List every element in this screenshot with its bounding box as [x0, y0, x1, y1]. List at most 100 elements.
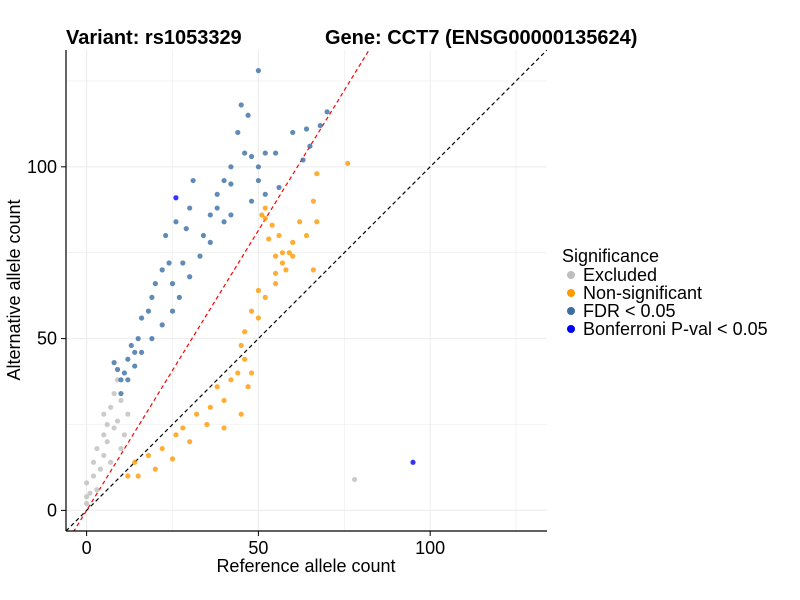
- point-non-significant: [187, 439, 193, 445]
- point-non-significant: [245, 384, 251, 390]
- point-bonferroni-p-val-0-05: [173, 195, 179, 201]
- point-fdr-0-05: [242, 150, 248, 156]
- point-fdr-0-05: [200, 232, 207, 239]
- x-tick-label: 100: [415, 538, 445, 558]
- point-fdr-0-05: [166, 260, 172, 266]
- point-excluded: [90, 473, 97, 479]
- point-fdr-0-05: [145, 308, 152, 314]
- point-fdr-0-05: [138, 349, 145, 355]
- point-non-significant: [276, 232, 282, 239]
- point-non-significant: [173, 432, 179, 438]
- data-points: [84, 68, 416, 507]
- point-excluded: [108, 404, 114, 410]
- point-fdr-0-05: [118, 377, 124, 383]
- point-non-significant: [238, 342, 244, 349]
- point-fdr-0-05: [149, 294, 155, 300]
- point-excluded: [104, 421, 110, 428]
- point-fdr-0-05: [248, 153, 255, 160]
- point-non-significant: [235, 370, 241, 376]
- point-non-significant: [259, 212, 265, 218]
- identity-line: [66, 50, 547, 531]
- legend-title: Significance: [562, 246, 659, 266]
- point-non-significant: [221, 397, 227, 404]
- point-non-significant: [266, 236, 272, 242]
- point-non-significant: [180, 425, 186, 431]
- legend-key-excluded: [567, 271, 575, 279]
- point-non-significant: [255, 315, 261, 321]
- point-non-significant: [169, 456, 176, 462]
- point-non-significant: [272, 270, 279, 276]
- point-excluded: [108, 459, 114, 465]
- point-fdr-0-05: [163, 232, 169, 239]
- point-non-significant: [310, 198, 316, 204]
- point-fdr-0-05: [228, 212, 234, 218]
- point-non-significant: [290, 253, 296, 259]
- point-non-significant: [221, 425, 227, 431]
- point-fdr-0-05: [190, 177, 196, 184]
- legend-label-bonferroni-p-val-0-05: Bonferroni P-val < 0.05: [583, 319, 768, 339]
- point-fdr-0-05: [169, 281, 176, 287]
- point-fdr-0-05: [228, 164, 234, 170]
- point-excluded: [118, 445, 124, 452]
- point-fdr-0-05: [262, 150, 268, 156]
- point-non-significant: [125, 473, 131, 479]
- point-fdr-0-05: [255, 177, 261, 184]
- point-non-significant: [242, 356, 248, 362]
- point-fdr-0-05: [121, 370, 128, 376]
- point-fdr-0-05: [173, 219, 179, 225]
- point-non-significant: [214, 384, 220, 390]
- point-fdr-0-05: [135, 336, 141, 342]
- point-non-significant: [297, 219, 303, 225]
- point-fdr-0-05: [114, 366, 121, 373]
- legend-label-excluded: Excluded: [583, 265, 657, 285]
- point-excluded: [121, 432, 128, 438]
- point-fdr-0-05: [307, 143, 313, 149]
- point-non-significant: [279, 250, 286, 256]
- legend-key-fdr-0-05: [567, 307, 575, 315]
- point-fdr-0-05: [132, 349, 138, 355]
- point-fdr-0-05: [290, 129, 296, 136]
- point-excluded: [94, 445, 100, 452]
- point-non-significant: [345, 160, 351, 166]
- point-non-significant: [262, 294, 268, 300]
- legend-key-non-significant: [567, 289, 575, 297]
- point-non-significant: [286, 250, 292, 256]
- point-excluded: [84, 500, 90, 507]
- point-fdr-0-05: [235, 129, 241, 136]
- point-non-significant: [283, 267, 289, 273]
- point-non-significant: [248, 308, 255, 314]
- point-non-significant: [159, 445, 165, 452]
- point-non-significant: [262, 205, 268, 211]
- point-excluded: [94, 487, 100, 493]
- point-non-significant: [228, 377, 234, 383]
- point-non-significant: [132, 459, 138, 465]
- point-fdr-0-05: [255, 164, 261, 170]
- point-excluded: [352, 476, 358, 483]
- point-fdr-0-05: [138, 315, 145, 321]
- reference-lines: [66, 50, 547, 531]
- point-excluded: [101, 452, 107, 459]
- point-fdr-0-05: [159, 267, 165, 273]
- point-excluded: [90, 459, 97, 465]
- point-non-significant: [248, 370, 255, 376]
- point-excluded: [97, 466, 103, 472]
- legend-label-non-significant: Non-significant: [583, 283, 702, 303]
- point-non-significant: [204, 421, 210, 428]
- point-non-significant: [272, 253, 279, 259]
- y-axis-label: Alternative allele count: [4, 199, 24, 380]
- point-fdr-0-05: [262, 191, 268, 197]
- point-non-significant: [152, 466, 158, 472]
- point-fdr-0-05: [324, 109, 330, 115]
- point-fdr-0-05: [187, 274, 193, 280]
- point-non-significant: [310, 267, 316, 273]
- chart-title-variant: Variant: rs1053329: [66, 27, 242, 49]
- point-fdr-0-05: [207, 212, 213, 218]
- point-fdr-0-05: [317, 122, 323, 129]
- point-non-significant: [255, 287, 261, 294]
- point-fdr-0-05: [238, 102, 244, 108]
- legend: Significance ExcludedNon-significantFDR …: [562, 246, 768, 339]
- point-fdr-0-05: [128, 342, 134, 349]
- point-fdr-0-05: [221, 219, 227, 225]
- point-excluded: [87, 490, 93, 496]
